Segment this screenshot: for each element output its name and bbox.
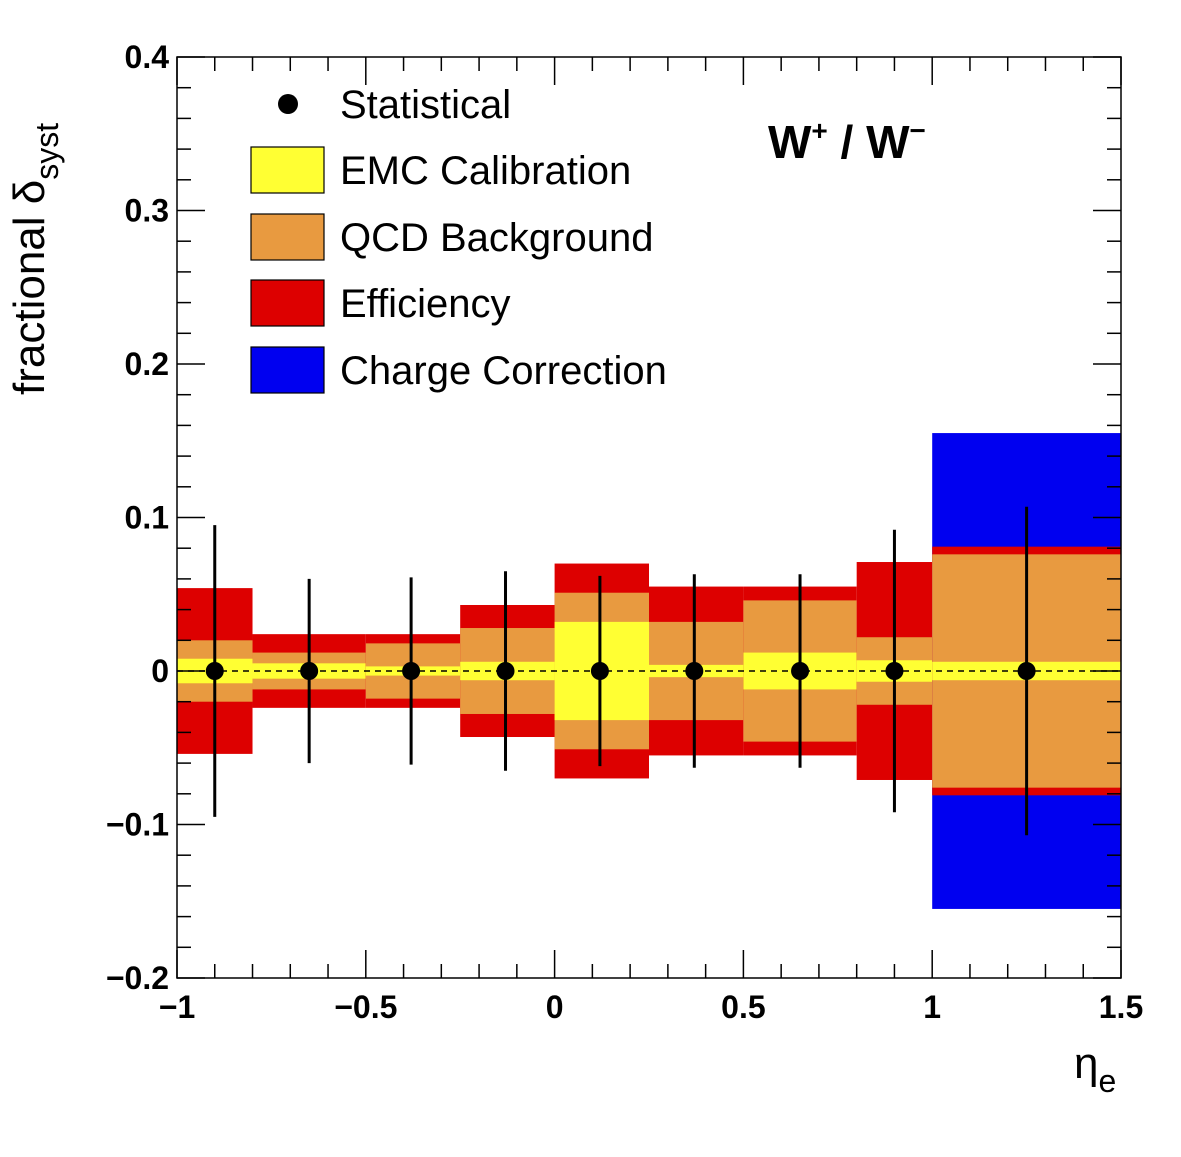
title-base-1: W [768, 116, 812, 168]
y-tick-label-6: 0.3 [125, 193, 169, 229]
y-tick-label-7: 0.4 [125, 39, 170, 75]
x-tick-label-6: 1.5 [1099, 989, 1143, 1025]
systematic-bands [177, 433, 1121, 909]
legend: Statistical EMC Calibration QCD Background… [250, 83, 667, 394]
stat-point-3 [402, 662, 421, 680]
x-tick-label-2: −0.5 [334, 989, 397, 1025]
y-tick-label-3: 0 [151, 653, 169, 689]
stat-point-9 [1017, 662, 1036, 680]
legend-marker-statistical [278, 94, 298, 114]
y-axis-title-main: fractional δ [5, 180, 54, 395]
y-axis-title: fractional δsyst [5, 123, 65, 395]
stat-point-4 [496, 662, 515, 680]
x-tick-label-5: 1 [923, 989, 941, 1025]
x-axis-title-sub: e [1098, 1063, 1116, 1099]
legend-swatch-efficiency [250, 279, 325, 327]
axis-ticks [176, 56, 1122, 979]
tick-labels: −1 −0.5 0 0.5 1 1.5 −0.2 −0.1 0 0.1 0.2 0.3 0.4 [106, 39, 1143, 1025]
title-sup-1: + [811, 115, 827, 146]
stat-point-5 [590, 662, 609, 680]
y-axis-title-sub: syst [29, 123, 65, 180]
chart-title: W+ / W− [768, 115, 926, 168]
x-tick-label-4: 0.5 [721, 989, 765, 1025]
title-middle: / W [828, 116, 910, 168]
x-tick-label-1: −1 [159, 989, 195, 1025]
legend-label-charge-correction: Charge Correction [340, 349, 667, 393]
stat-point-2 [300, 662, 319, 680]
x-axis-title-main: η [1074, 1039, 1098, 1088]
legend-label-efficiency: Efficiency [340, 282, 510, 326]
stat-point-1 [205, 662, 224, 680]
y-tick-label-5: 0.2 [125, 346, 169, 382]
stat-point-7 [791, 662, 810, 680]
title-sup-2: − [910, 115, 926, 146]
legend-swatch-qcd-background [250, 213, 325, 261]
legend-label-emc-calibration: EMC Calibration [340, 149, 631, 193]
stat-point-8 [885, 662, 904, 680]
x-tick-label-3: 0 [546, 989, 564, 1025]
y-tick-label-2: −0.1 [106, 807, 169, 843]
legend-swatch-emc-calibration [250, 146, 325, 194]
y-tick-label-1: −0.2 [106, 960, 169, 996]
stat-point-6 [685, 662, 704, 680]
legend-swatch-charge-correction [250, 346, 325, 394]
legend-label-statistical: Statistical [340, 83, 511, 127]
legend-label-qcd-background: QCD Background [340, 216, 653, 260]
statistical-error-bars [205, 506, 1036, 836]
x-axis-title: ηe [1074, 1039, 1116, 1099]
y-tick-label-4: 0.1 [125, 500, 169, 536]
